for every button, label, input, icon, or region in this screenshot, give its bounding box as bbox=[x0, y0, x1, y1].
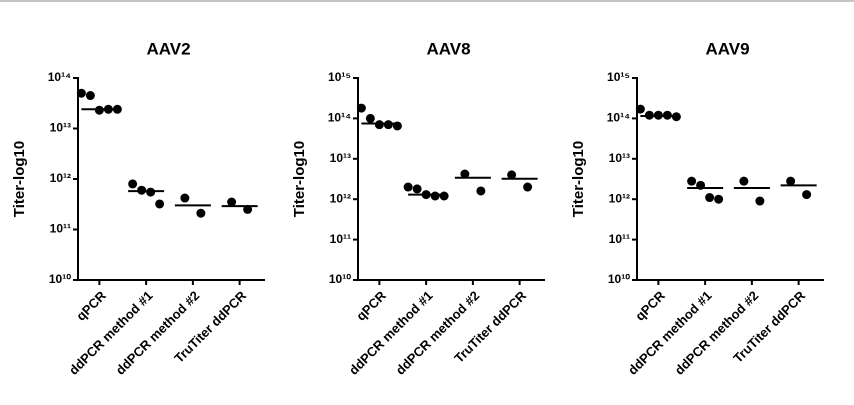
chart-title: AAV8 bbox=[426, 39, 470, 58]
x-tick-label: qPCR bbox=[632, 288, 668, 324]
data-point bbox=[439, 191, 449, 201]
y-tick-label: 10¹¹ bbox=[330, 232, 351, 246]
data-point bbox=[802, 190, 812, 200]
data-point bbox=[374, 120, 384, 130]
y-tick-label: 10¹⁰ bbox=[608, 272, 630, 286]
y-tick-label: 10¹² bbox=[50, 171, 71, 185]
data-point bbox=[507, 170, 517, 180]
y-tick-label: 10¹¹ bbox=[609, 232, 630, 246]
y-tick-label: 10¹⁴ bbox=[328, 111, 351, 125]
x-tick-label: ddPCR method #1 bbox=[625, 288, 715, 378]
data-point bbox=[383, 120, 393, 130]
chart-title: AAV9 bbox=[705, 39, 749, 58]
x-tick-label: ddPCR method #1 bbox=[66, 288, 156, 378]
data-point bbox=[243, 204, 253, 214]
data-point bbox=[705, 193, 715, 203]
data-point bbox=[403, 182, 413, 192]
x-tick-label: ddPCR method #2 bbox=[113, 288, 203, 378]
data-point bbox=[476, 186, 486, 196]
data-point bbox=[365, 113, 375, 123]
y-axis-label: Titer-log10 bbox=[570, 141, 587, 217]
x-tick-label: qPCR bbox=[353, 288, 389, 324]
x-tick-label: ddPCR method #2 bbox=[672, 288, 762, 378]
data-point bbox=[687, 176, 697, 186]
data-point bbox=[786, 176, 796, 186]
x-tick-label: ddPCR method #2 bbox=[393, 288, 483, 378]
data-point bbox=[635, 104, 645, 114]
y-axis-label: Titer-log10 bbox=[11, 141, 28, 217]
data-point bbox=[227, 197, 237, 207]
data-point bbox=[523, 182, 533, 192]
data-point bbox=[155, 199, 165, 209]
data-point bbox=[412, 184, 422, 194]
y-tick-label: 10¹³ bbox=[330, 151, 351, 165]
y-tick-label: 10¹³ bbox=[609, 151, 630, 165]
y-tick-label: 10¹² bbox=[330, 191, 351, 205]
data-point bbox=[714, 194, 724, 204]
y-tick-label: 10¹² bbox=[609, 191, 630, 205]
data-point bbox=[76, 88, 86, 98]
data-point bbox=[755, 196, 765, 206]
data-point bbox=[128, 179, 138, 189]
data-point bbox=[430, 191, 440, 201]
y-tick-label: 10¹¹ bbox=[50, 222, 71, 236]
data-point bbox=[356, 103, 366, 113]
data-point bbox=[85, 91, 95, 101]
y-tick-label: 10¹⁴ bbox=[607, 111, 630, 125]
data-point bbox=[180, 193, 190, 203]
data-point bbox=[739, 176, 749, 186]
x-tick-label: qPCR bbox=[73, 288, 109, 324]
chart-title: AAV2 bbox=[146, 39, 190, 58]
y-axis-label: Titer-log10 bbox=[291, 141, 308, 217]
y-tick-label: 10¹⁵ bbox=[328, 70, 351, 84]
y-tick-label: 10¹⁰ bbox=[49, 272, 71, 286]
data-point bbox=[460, 169, 470, 179]
y-tick-label: 10¹³ bbox=[50, 121, 71, 135]
y-tick-label: 10¹⁴ bbox=[48, 70, 71, 84]
x-tick-label: ddPCR method #1 bbox=[346, 288, 436, 378]
data-point bbox=[196, 208, 206, 218]
y-tick-label: 10¹⁰ bbox=[329, 272, 351, 286]
y-tick-label: 10¹⁵ bbox=[607, 70, 630, 84]
